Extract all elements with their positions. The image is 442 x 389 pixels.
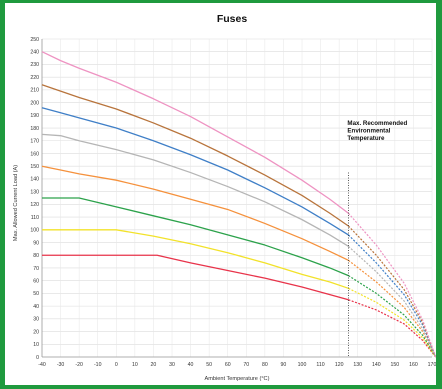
- x-tick-label: 50: [206, 362, 212, 368]
- x-tick-label: 20: [151, 362, 157, 368]
- y-tick-label: 100: [30, 228, 39, 234]
- chart-title: Fuses: [217, 13, 248, 25]
- y-tick-label: 80: [33, 253, 39, 259]
- x-tick-label: -30: [57, 362, 65, 368]
- x-tick-label: 90: [281, 362, 287, 368]
- series-line-extrapolated: [348, 275, 436, 358]
- x-tick-label: -20: [75, 362, 83, 368]
- y-tick-label: 30: [33, 317, 39, 323]
- y-tick-label: 130: [30, 189, 39, 195]
- y-tick-label: 250: [30, 37, 39, 43]
- y-tick-label: 220: [30, 75, 39, 81]
- series-line-extrapolated: [347, 212, 436, 358]
- axes: 0102030405060708090100110120130140150160…: [30, 37, 436, 368]
- x-tick-label: -10: [94, 362, 102, 368]
- y-tick-label: 210: [30, 88, 39, 94]
- series-line: [41, 84, 349, 227]
- x-tick-label: -40: [38, 362, 46, 368]
- series-line-extrapolated: [348, 259, 436, 358]
- x-tick-label: 170: [428, 362, 436, 368]
- y-tick-label: 120: [30, 202, 39, 208]
- x-tick-label: 80: [262, 362, 268, 368]
- series-line: [41, 107, 349, 236]
- x-tick-label: 110: [316, 362, 324, 368]
- annotation-line: Temperature: [347, 135, 385, 142]
- y-tick-label: 10: [33, 342, 39, 348]
- series-line-extrapolated: [347, 225, 436, 358]
- y-tick-label: 240: [30, 50, 39, 56]
- y-axis-title: Max. Allowed Current Load (A): [13, 165, 19, 241]
- y-tick-label: 70: [33, 266, 39, 272]
- y-tick-label: 160: [30, 151, 39, 157]
- series-line: [42, 254, 349, 301]
- x-tick-label: 0: [115, 362, 118, 368]
- series-line-extrapolated: [348, 287, 436, 358]
- x-tick-label: 120: [335, 362, 344, 368]
- x-tick-label: 60: [225, 362, 231, 368]
- x-tick-label: 150: [391, 362, 400, 368]
- x-tick-label: 140: [372, 362, 381, 368]
- annotation-line: Environmental: [347, 128, 390, 135]
- x-tick-label: 30: [169, 362, 175, 368]
- y-tick-label: 110: [31, 215, 39, 221]
- y-tick-label: 90: [33, 240, 39, 246]
- series-line-extrapolated: [348, 234, 436, 358]
- y-tick-label: 190: [30, 113, 39, 119]
- x-axis-title: Ambient Temperature (°C): [205, 376, 270, 382]
- y-tick-label: 230: [30, 62, 39, 68]
- series-line: [41, 133, 349, 247]
- y-tick-label: 170: [30, 139, 39, 145]
- y-tick-label: 180: [30, 126, 39, 132]
- chart-panel: Fuses 0 10 20 30 40 50 60 70 80 90 100 110 120 130 140…: [5, 3, 436, 385]
- y-tick-label: 140: [30, 177, 39, 183]
- series-line: [41, 165, 349, 261]
- y-tick-label: 0: [36, 355, 39, 361]
- fuse-derating-chart: Fuses 0102030405060708090100110120130140…: [13, 13, 436, 382]
- y-tick-label: 60: [33, 278, 39, 284]
- x-tick-label: 160: [409, 362, 418, 368]
- y-tick-label: 150: [30, 164, 39, 170]
- x-tick-label: 10: [132, 362, 138, 368]
- y-tick-label: 40: [33, 304, 39, 310]
- annotation-line: Max. Recommended: [347, 120, 407, 127]
- series-line-extrapolated: [348, 245, 436, 358]
- series-group: [41, 51, 436, 358]
- series-line-extrapolated: [348, 299, 436, 358]
- y-tick-label: 50: [33, 291, 39, 297]
- grid: [41, 38, 433, 358]
- series-line: [41, 51, 349, 214]
- x-tick-label: 70: [243, 362, 249, 368]
- x-tick-label: 100: [298, 362, 307, 368]
- series-line: [42, 197, 349, 277]
- series-line: [42, 229, 349, 289]
- x-tick-label: 40: [188, 362, 194, 368]
- y-tick-label: 200: [30, 100, 39, 106]
- y-tick-label: 20: [33, 329, 39, 335]
- x-tick-label: 130: [353, 362, 362, 368]
